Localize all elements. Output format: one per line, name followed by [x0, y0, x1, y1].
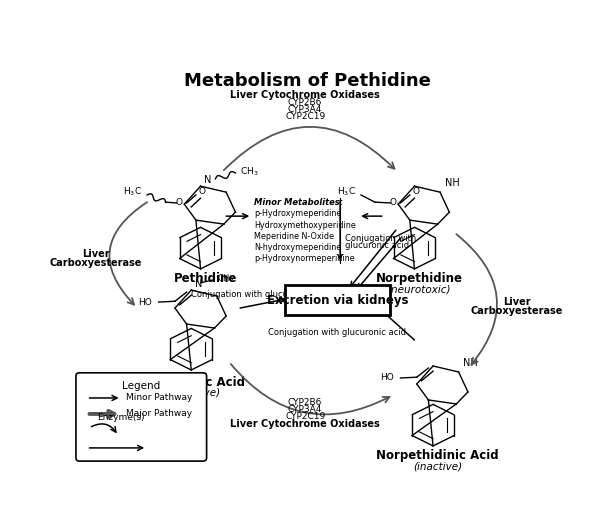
- Text: Norpethidine: Norpethidine: [376, 272, 463, 285]
- Text: Liver Cytochrome Oxidases: Liver Cytochrome Oxidases: [230, 90, 380, 100]
- Text: N-hydroxymeperidine: N-hydroxymeperidine: [254, 243, 341, 252]
- Text: Liver: Liver: [82, 249, 110, 259]
- Text: O: O: [176, 198, 182, 208]
- Text: Excretion via kidneys: Excretion via kidneys: [267, 294, 409, 307]
- Text: Meperidine N-Oxide: Meperidine N-Oxide: [254, 231, 334, 241]
- Text: H$_3$C: H$_3$C: [124, 186, 142, 198]
- Text: CYP2B6: CYP2B6: [288, 398, 322, 407]
- Text: glucuronic acid: glucuronic acid: [344, 241, 409, 250]
- Text: CYP2C19: CYP2C19: [285, 412, 325, 420]
- Text: NH: NH: [445, 178, 460, 188]
- Text: N: N: [204, 175, 211, 185]
- Text: Carboxyesterase: Carboxyesterase: [50, 258, 142, 268]
- Text: Conjugation with glucuronic acid: Conjugation with glucuronic acid: [268, 327, 406, 336]
- Text: Liver: Liver: [503, 297, 530, 307]
- Text: CH$_3$: CH$_3$: [217, 272, 235, 285]
- Text: Major Pathway: Major Pathway: [126, 409, 192, 418]
- Text: Conjugation with glucuronic acid: Conjugation with glucuronic acid: [191, 290, 329, 299]
- Text: Minor Metabolites:: Minor Metabolites:: [254, 198, 343, 207]
- Text: Conjugation with: Conjugation with: [344, 234, 416, 243]
- Text: O: O: [412, 187, 419, 196]
- Text: Pethidine: Pethidine: [173, 272, 237, 285]
- Text: Metabolism of Pethidine: Metabolism of Pethidine: [184, 72, 431, 90]
- Text: (inactive): (inactive): [172, 388, 220, 398]
- Text: Carboxyesterase: Carboxyesterase: [470, 306, 563, 316]
- Text: Norpethidinic Acid: Norpethidinic Acid: [376, 449, 499, 462]
- Text: O: O: [389, 198, 397, 208]
- Text: NH: NH: [463, 358, 478, 368]
- Text: HO: HO: [138, 297, 152, 307]
- Text: p-Hydroxymeperidine: p-Hydroxymeperidine: [254, 209, 341, 218]
- Text: Hydroxymethoxyperidine: Hydroxymethoxyperidine: [254, 221, 356, 229]
- Text: Minor Pathway: Minor Pathway: [126, 393, 193, 402]
- Text: CYP3A4: CYP3A4: [288, 405, 322, 414]
- Text: Enzyme(s): Enzyme(s): [97, 413, 145, 422]
- FancyBboxPatch shape: [286, 285, 390, 315]
- Text: N: N: [194, 279, 202, 289]
- Text: O: O: [199, 187, 205, 196]
- Text: CYP2C19: CYP2C19: [285, 112, 325, 121]
- Text: (neurotoxic): (neurotoxic): [388, 284, 451, 294]
- Text: Pethidinic Acid: Pethidinic Acid: [146, 376, 245, 389]
- Text: CYP2B6: CYP2B6: [288, 98, 322, 107]
- FancyBboxPatch shape: [76, 373, 206, 461]
- Text: p-Hydroxynormeperidine: p-Hydroxynormeperidine: [254, 254, 355, 263]
- Text: HO: HO: [380, 374, 394, 383]
- Text: Liver Cytochrome Oxidases: Liver Cytochrome Oxidases: [230, 419, 380, 429]
- Text: H$_3$C: H$_3$C: [337, 186, 356, 198]
- Text: CH$_3$: CH$_3$: [240, 166, 259, 179]
- Text: Legend: Legend: [122, 381, 160, 391]
- Text: (inactive): (inactive): [413, 461, 462, 471]
- Text: CYP3A4: CYP3A4: [288, 105, 322, 114]
